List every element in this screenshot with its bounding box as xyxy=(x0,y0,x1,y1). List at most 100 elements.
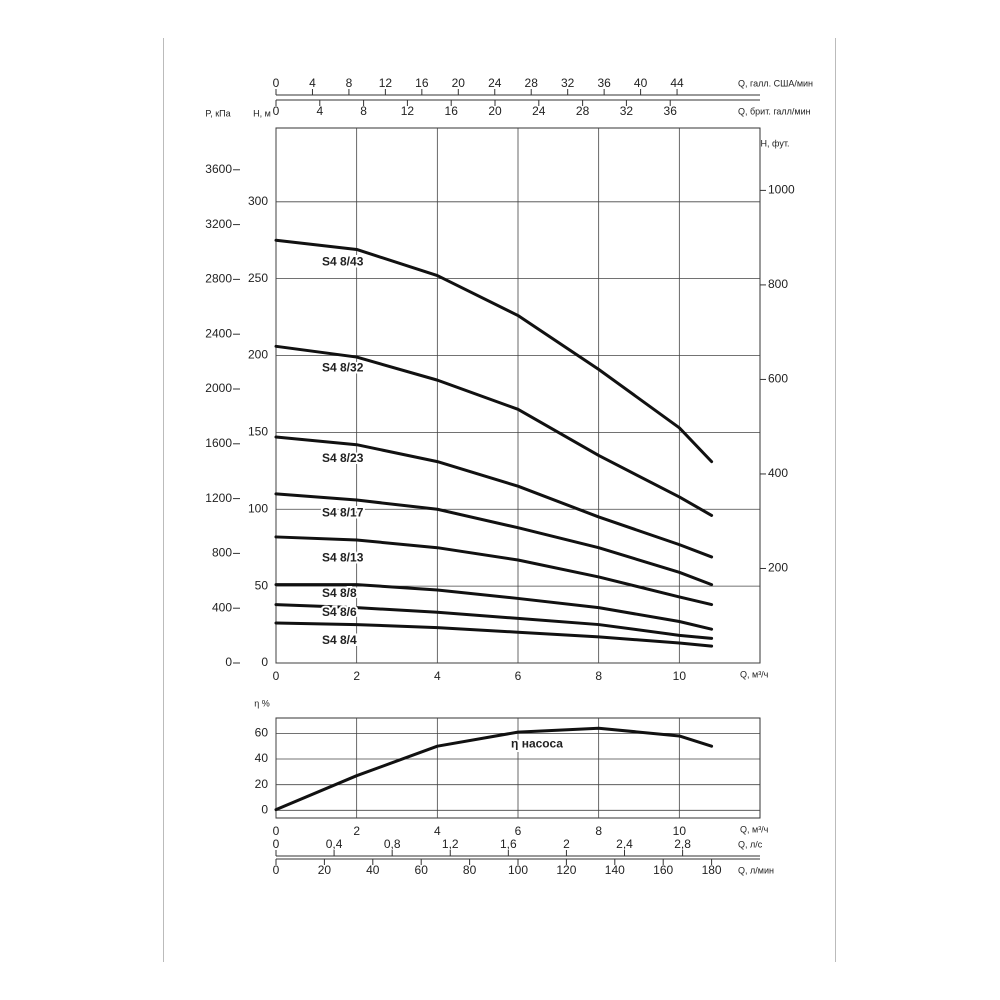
tick-label: 120 xyxy=(556,863,576,877)
y-tick-label: 60 xyxy=(255,726,269,740)
tick-label: 2800 xyxy=(205,272,232,286)
tick-label: 16 xyxy=(415,76,429,90)
series-label: η насоса xyxy=(511,736,563,750)
tick-label: 44 xyxy=(670,76,684,90)
tick-label: 1200 xyxy=(205,491,232,505)
tick-label: 3200 xyxy=(205,217,232,231)
tick-label: 2000 xyxy=(205,381,232,395)
tick-label: 1,2 xyxy=(442,837,459,851)
tick-label: 160 xyxy=(653,863,673,877)
y-tick-label: 300 xyxy=(248,194,268,208)
tick-label: 36 xyxy=(664,104,678,118)
tick-label: 28 xyxy=(576,104,590,118)
curve xyxy=(274,535,714,607)
series-label: S4 8/8 xyxy=(322,586,357,600)
tick-label: 0 xyxy=(273,104,280,118)
tick-label: 12 xyxy=(401,104,415,118)
tick-label: 80 xyxy=(463,863,477,877)
x-tick-label: 8 xyxy=(595,824,602,838)
tick-label: 2400 xyxy=(205,326,232,340)
y-tick-label: 150 xyxy=(248,425,268,439)
y-axis-title: η % xyxy=(254,698,270,708)
tick-label: 20 xyxy=(452,76,466,90)
tick-label: 140 xyxy=(605,863,625,877)
tick-label: 200 xyxy=(768,561,788,575)
axis-title: Q, галл. США/мин xyxy=(738,78,813,88)
tick-label: 1600 xyxy=(205,436,232,450)
curve xyxy=(274,238,714,464)
tick-label: 12 xyxy=(379,76,393,90)
axis-title: Q, л/с xyxy=(738,839,763,849)
tick-label: 24 xyxy=(488,76,502,90)
tick-label: 40 xyxy=(634,76,648,90)
curve xyxy=(274,726,714,812)
curve xyxy=(274,603,714,640)
y-tick-label: 200 xyxy=(248,348,268,362)
y-axis-title: H, м xyxy=(253,108,271,118)
x-tick-label: 4 xyxy=(434,669,441,683)
curve xyxy=(274,621,714,648)
tick-label: 4 xyxy=(316,104,323,118)
tick-label: 32 xyxy=(620,104,634,118)
tick-label: 1,6 xyxy=(500,837,517,851)
x-tick-label: 0 xyxy=(273,669,280,683)
y-tick-label: 250 xyxy=(248,271,268,285)
y-tick-label: 0 xyxy=(261,802,268,816)
tick-label: 600 xyxy=(768,372,788,386)
axis-title: Q, брит. галл/мин xyxy=(738,106,811,116)
tick-label: 180 xyxy=(702,863,722,877)
tick-label: 4 xyxy=(309,76,316,90)
x-tick-label: 8 xyxy=(595,669,602,683)
tick-label: 3600 xyxy=(205,162,232,176)
series-label: S4 8/32 xyxy=(322,360,364,374)
tick-label: 0 xyxy=(273,76,280,90)
tick-label: 0 xyxy=(225,655,232,669)
series-label: S4 8/17 xyxy=(322,505,364,519)
tick-label: 0,4 xyxy=(326,837,343,851)
tick-label: 20 xyxy=(488,104,502,118)
tick-label: 16 xyxy=(445,104,459,118)
x-tick-label: 4 xyxy=(434,824,441,838)
tick-label: 800 xyxy=(768,277,788,291)
tick-label: 8 xyxy=(346,76,353,90)
axis-title: H, фут. xyxy=(761,138,790,148)
series-label: S4 8/6 xyxy=(322,605,357,619)
tick-label: 20 xyxy=(318,863,332,877)
x-tick-label: 6 xyxy=(515,669,522,683)
x-tick-label: 6 xyxy=(515,824,522,838)
x-tick-label: 2 xyxy=(353,669,360,683)
tick-label: 40 xyxy=(366,863,380,877)
tick-label: 2,8 xyxy=(674,837,691,851)
tick-label: 0 xyxy=(273,863,280,877)
tick-label: 2,4 xyxy=(616,837,633,851)
tick-label: 1000 xyxy=(768,183,795,197)
tick-label: 32 xyxy=(561,76,575,90)
tick-label: 28 xyxy=(525,76,539,90)
x-tick-label: 0 xyxy=(273,824,280,838)
curve xyxy=(274,344,714,517)
curve xyxy=(274,492,714,587)
y-tick-label: 100 xyxy=(248,501,268,515)
series-label: S4 8/13 xyxy=(322,551,364,565)
series-label: S4 8/23 xyxy=(322,451,364,465)
x-tick-label: 10 xyxy=(673,824,687,838)
tick-label: 36 xyxy=(597,76,611,90)
x-axis-title: Q, м³/ч xyxy=(740,669,769,679)
tick-label: 400 xyxy=(212,600,232,614)
curve xyxy=(274,435,714,559)
y-tick-label: 0 xyxy=(261,655,268,669)
tick-label: 60 xyxy=(415,863,429,877)
tick-label: 800 xyxy=(212,546,232,560)
tick-label: 8 xyxy=(360,104,367,118)
axis-title: P, кПа xyxy=(205,108,230,118)
tick-label: 24 xyxy=(532,104,546,118)
tick-label: 100 xyxy=(508,863,528,877)
x-tick-label: 10 xyxy=(673,669,687,683)
x-axis-title: Q, м³/ч xyxy=(740,824,769,834)
y-tick-label: 40 xyxy=(255,751,269,765)
series-label: S4 8/4 xyxy=(322,633,357,647)
tick-label: 0 xyxy=(273,837,280,851)
curve xyxy=(274,583,714,631)
tick-label: 2 xyxy=(563,837,570,851)
